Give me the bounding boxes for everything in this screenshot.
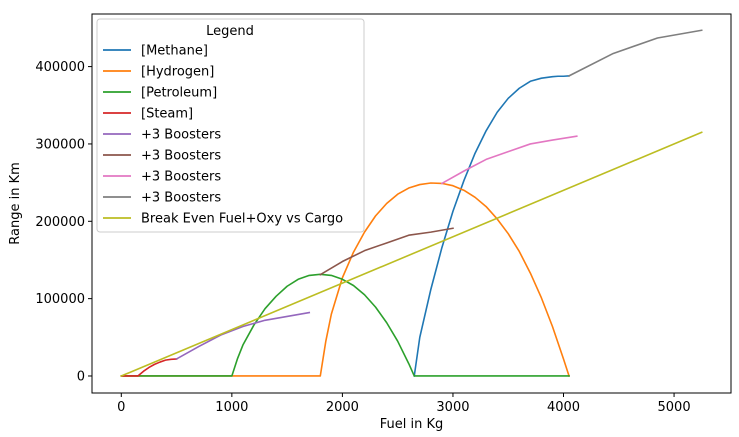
series-line-1: [413, 75, 570, 377]
axes-layer: 0 1000 2000 3000 4000 5000 0 100000 200000 300000…: [35, 13, 732, 415]
x-tick-label: 4000: [547, 400, 580, 415]
legend-entry-label: [Petroleum]: [141, 86, 217, 101]
y-tick-label: 400000: [35, 60, 85, 75]
legend-entry-label: [Hydrogen]: [141, 65, 214, 80]
series-line-8: [567, 29, 703, 77]
series-line-4: [120, 358, 178, 377]
y-tick-label: 0: [77, 369, 85, 384]
y-tick-label: 200000: [35, 215, 85, 230]
legend-box: [96, 18, 365, 233]
x-tick-label: 1000: [215, 400, 248, 415]
series-layer: [120, 29, 703, 378]
legend-entry-label: +3 Boosters: [141, 128, 221, 143]
series-line-9: [120, 131, 703, 378]
x-axis-label: Fuel in Kg: [380, 417, 444, 432]
legend-entry-label: +3 Boosters: [141, 149, 221, 164]
legend-title: Legend: [206, 24, 254, 39]
x-tick-label: 2000: [326, 400, 359, 415]
series-line-5: [175, 311, 311, 361]
y-axis-label: Range in Km: [8, 162, 23, 245]
legend-entry-label: [Methane]: [141, 44, 208, 59]
series-line-7: [440, 135, 578, 185]
series-line-3: [120, 273, 570, 377]
legend-entry-label: +3 Boosters: [141, 170, 221, 185]
series-line-2: [120, 182, 571, 377]
x-tick-label: 3000: [436, 400, 469, 415]
legend-entry-label: +3 Boosters: [141, 191, 221, 206]
x-tick-label: 0: [117, 400, 125, 415]
y-tick-label: 100000: [35, 292, 85, 307]
x-tick-label: 5000: [658, 400, 691, 415]
plot-frame: [91, 13, 732, 394]
legend: Legend [Methane] [Hydrogen] [Petroleum] [Ste…: [96, 18, 365, 233]
y-tick-label: 300000: [35, 137, 85, 152]
series-line-6: [319, 227, 454, 276]
legend-entry-label: [Steam]: [141, 107, 193, 122]
legend-entry-label: Break Even Fuel+Oxy vs Cargo: [141, 212, 343, 227]
